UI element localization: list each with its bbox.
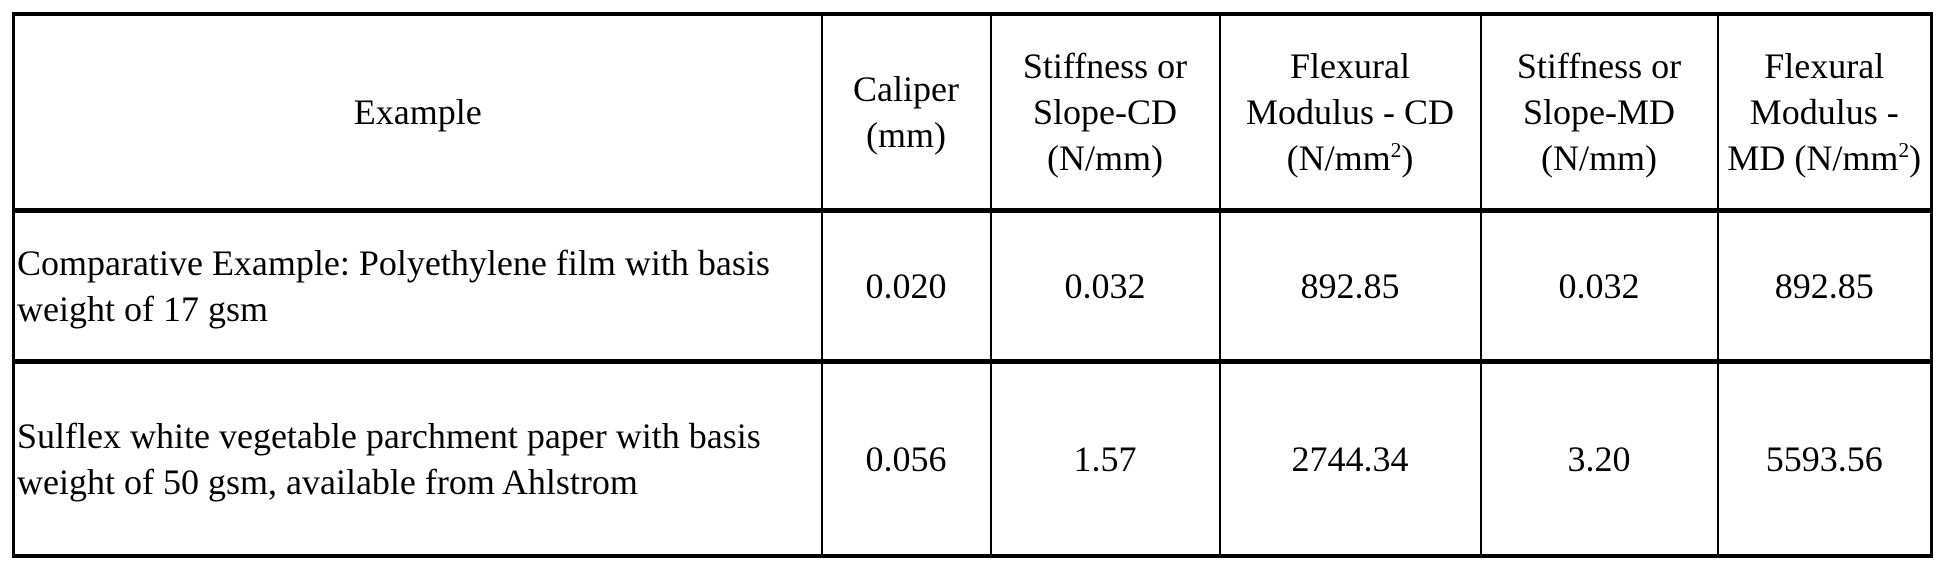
header-flexural-md: Flexural Modulus - MD (N/mm2) — [1718, 14, 1932, 211]
cell-stiffness-cd: 0.032 — [991, 211, 1220, 362]
cell-caliper: 0.056 — [822, 362, 991, 557]
header-stiffness-cd: Stiffness or Slope-CD (N/mm) — [991, 14, 1220, 211]
cell-stiffness-md: 0.032 — [1481, 211, 1718, 362]
cell-flexural-cd: 892.85 — [1220, 211, 1481, 362]
cell-example: Comparative Example: Polyethylene film w… — [14, 211, 822, 362]
cell-flexural-cd: 2744.34 — [1220, 362, 1481, 557]
table-row: Sulflex white vegetable parchment paper … — [14, 362, 1932, 557]
header-text-end: ) — [1909, 138, 1921, 178]
header-stiffness-md: Stiffness or Slope-MD (N/mm) — [1481, 14, 1718, 211]
header-row: Example Caliper (mm) Stiffness or Slope-… — [14, 14, 1932, 211]
cell-example: Sulflex white vegetable parchment paper … — [14, 362, 822, 557]
table-row: Comparative Example: Polyethylene film w… — [14, 211, 1932, 362]
header-caliper: Caliper (mm) — [822, 14, 991, 211]
header-text: Flexural Modulus - MD (N/mm — [1727, 46, 1898, 178]
data-table: Example Caliper (mm) Stiffness or Slope-… — [12, 12, 1933, 558]
superscript: 2 — [1391, 138, 1402, 162]
header-text-end: ) — [1401, 138, 1413, 178]
superscript: 2 — [1898, 138, 1909, 162]
cell-stiffness-md: 3.20 — [1481, 362, 1718, 557]
cell-stiffness-cd: 1.57 — [991, 362, 1220, 557]
cell-caliper: 0.020 — [822, 211, 991, 362]
cell-flexural-md: 892.85 — [1718, 211, 1932, 362]
header-example: Example — [14, 14, 822, 211]
header-text: Flexural Modulus - CD (N/mm — [1246, 46, 1454, 178]
cell-flexural-md: 5593.56 — [1718, 362, 1932, 557]
header-flexural-cd: Flexural Modulus - CD (N/mm2) — [1220, 14, 1481, 211]
